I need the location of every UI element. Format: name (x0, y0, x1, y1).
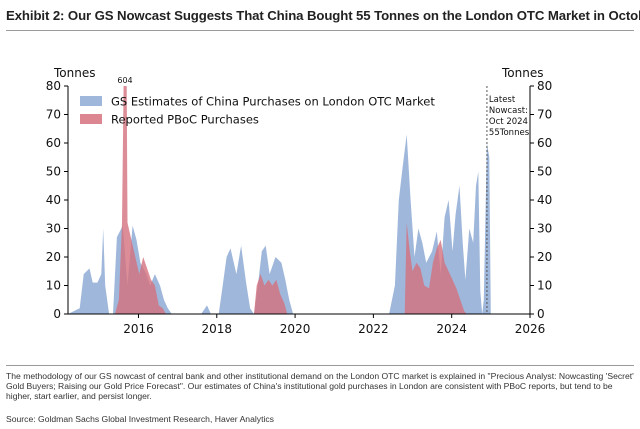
y-tick-label-left: 30 (46, 222, 61, 236)
y-tick-label-left: 10 (46, 279, 61, 293)
nowcast-label-line: Nowcast: (489, 106, 528, 116)
footer-rule (6, 365, 634, 366)
nowcast-label-line: Latest (489, 95, 516, 105)
legend-label-gs: GS Estimates of China Purchases on Londo… (111, 95, 435, 109)
x-tick-label: 2016 (123, 322, 154, 336)
y-tick-label-right: 40 (537, 193, 552, 207)
y-tick-label-right: 80 (537, 79, 552, 93)
clipped-value-label: 604 (117, 76, 132, 85)
y-tick-label-left: 60 (46, 136, 61, 150)
y-tick-label-right: 50 (537, 165, 552, 179)
legend-swatch-pboc (80, 114, 102, 124)
legend-label-pboc: Reported PBoC Purchases (111, 113, 259, 127)
legend-swatch-gs (80, 96, 102, 106)
nowcast-label-line: Oct 2024 (489, 117, 528, 127)
y-tick-label-left: 20 (46, 250, 61, 264)
y-tick-label-left: 40 (46, 193, 61, 207)
y-tick-label-left: 0 (53, 307, 61, 321)
title-rule (6, 30, 634, 31)
x-tick-label: 2018 (202, 322, 233, 336)
y-tick-label-right: 60 (537, 136, 552, 150)
nowcast-label-line: 55Tonnes (489, 128, 530, 138)
pboc-purchases-area (115, 86, 467, 314)
y-tick-label-left: 80 (46, 79, 61, 93)
y-tick-label-right: 30 (537, 222, 552, 236)
exhibit-title: Exhibit 2: Our GS Nowcast Suggests That … (6, 8, 640, 23)
x-tick-label: 2026 (515, 322, 546, 336)
methodology-note: The methodology of our GS nowcast of cen… (6, 371, 634, 401)
y-axis-title-left: Tonnes (53, 66, 95, 80)
x-tick-label: 2020 (280, 322, 311, 336)
y-axis-title-right: Tonnes (501, 66, 543, 80)
x-tick-label: 2024 (436, 322, 467, 336)
y-tick-label-left: 50 (46, 165, 61, 179)
source-line: Source: Goldman Sachs Global Investment … (6, 414, 274, 424)
y-tick-label-right: 20 (537, 250, 552, 264)
y-tick-label-right: 0 (537, 307, 545, 321)
y-tick-label-right: 10 (537, 279, 552, 293)
y-tick-label-right: 70 (537, 108, 552, 122)
x-tick-label: 2022 (358, 322, 389, 336)
y-tick-label-left: 70 (46, 108, 61, 122)
